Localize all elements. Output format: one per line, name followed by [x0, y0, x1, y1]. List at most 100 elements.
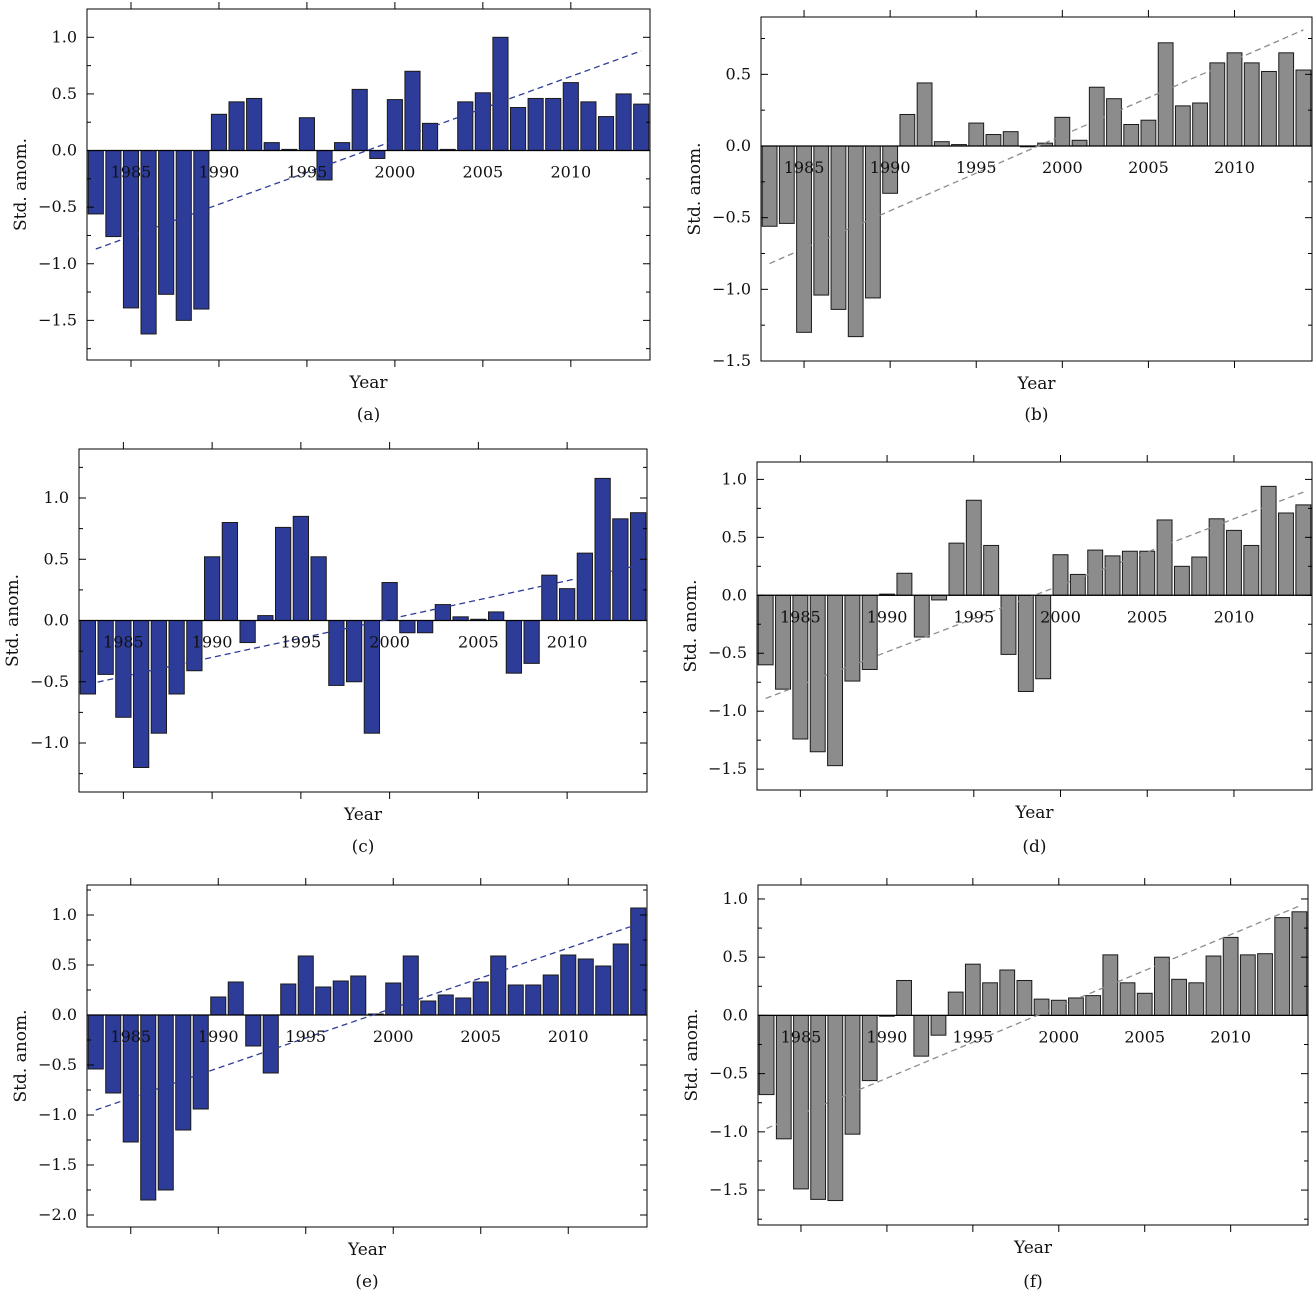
y-axis-label: Std. anom. — [682, 1008, 702, 1101]
bar — [509, 107, 527, 152]
bar — [1188, 982, 1205, 1016]
bar — [830, 145, 847, 310]
panel-label: (d) — [1022, 837, 1046, 857]
x-tick-label: 1995 — [285, 1027, 326, 1046]
bar — [1156, 519, 1173, 596]
bar — [262, 1014, 279, 1074]
x-tick-label: 1985 — [784, 158, 825, 177]
trend-line — [87, 564, 639, 685]
x-tick-label: 1985 — [780, 607, 821, 626]
bar — [1002, 131, 1019, 147]
x-tick-label: 1985 — [781, 1027, 822, 1046]
plot-frame — [756, 461, 1313, 791]
bar — [507, 984, 524, 1016]
bar — [1068, 997, 1084, 1016]
x-tick-label: 2005 — [463, 163, 504, 182]
bar — [350, 975, 367, 1016]
x-tick-label: 2010 — [1214, 607, 1255, 626]
bar — [1257, 953, 1273, 1016]
y-tick-label: −1.0 — [38, 1105, 77, 1124]
bar — [437, 994, 454, 1016]
bar — [844, 594, 861, 682]
x-tick-label: 1985 — [110, 1027, 151, 1046]
bar — [1291, 911, 1308, 1016]
panel-label: (a) — [357, 405, 380, 425]
bar — [1136, 992, 1153, 1016]
y-tick-label: −0.5 — [712, 208, 751, 227]
y-tick-label: −1.0 — [712, 279, 751, 298]
bar — [257, 615, 274, 621]
bar — [1209, 62, 1226, 147]
x-tick-label: 2000 — [1038, 1027, 1079, 1046]
bar — [983, 544, 1000, 596]
y-tick-label: −1.5 — [38, 310, 77, 329]
bar — [1119, 982, 1136, 1016]
bar — [292, 515, 310, 622]
y-axis-label: Std. anom. — [11, 138, 31, 231]
x-tick-label: 2010 — [1214, 158, 1255, 177]
x-tick-label: 2000 — [369, 633, 410, 652]
bar — [492, 36, 509, 152]
bar — [827, 1014, 844, 1202]
bar — [315, 986, 332, 1016]
bar — [1205, 955, 1222, 1016]
bar — [913, 1014, 930, 1057]
bar — [310, 556, 327, 621]
bar — [1274, 917, 1291, 1016]
bar — [203, 556, 221, 621]
bar — [157, 1014, 174, 1191]
bar — [150, 620, 168, 734]
bar — [931, 594, 948, 601]
bar — [1171, 978, 1187, 1016]
bar — [385, 982, 402, 1016]
bar — [1071, 139, 1088, 147]
chart-panel-e: −2.0 −1.5 −1.0 −0.5 0.0 0.5 1.0 1985 1990 1995 200… — [11, 878, 648, 1292]
bar — [402, 955, 419, 1016]
bar — [280, 983, 297, 1016]
bar — [1295, 504, 1312, 596]
plot-frame — [86, 8, 651, 361]
bar — [221, 522, 239, 621]
panel-label: (c) — [352, 837, 375, 857]
x-tick-label: 2005 — [460, 1027, 501, 1046]
panel-label: (e) — [355, 1272, 378, 1292]
bar — [1226, 52, 1243, 147]
y-tick-label: −0.5 — [30, 672, 69, 691]
bar — [369, 150, 386, 159]
y-tick-label: −1.0 — [708, 701, 747, 720]
y-tick-label: −1.5 — [712, 351, 751, 370]
x-tick-label: 2010 — [550, 163, 591, 182]
bar — [1192, 102, 1208, 147]
bar — [245, 1014, 262, 1047]
y-tick-label: −0.5 — [709, 1064, 748, 1083]
bar — [345, 620, 363, 683]
bar — [1243, 544, 1260, 596]
bar — [175, 150, 192, 321]
bar — [1208, 518, 1225, 596]
bar — [1278, 52, 1295, 147]
y-tick-label: 1.0 — [52, 905, 77, 924]
y-tick-label: −1.0 — [709, 1122, 748, 1141]
y-tick-label: 0.0 — [52, 1005, 77, 1024]
bar — [1050, 999, 1067, 1016]
bar — [399, 620, 416, 634]
bar — [576, 552, 594, 622]
plot-frame — [760, 16, 1313, 362]
bar — [487, 611, 505, 621]
bar — [239, 620, 256, 644]
bar — [930, 1014, 947, 1036]
y-tick-label: −1.0 — [38, 254, 77, 273]
x-tick-label: 2005 — [458, 633, 499, 652]
bar — [1174, 105, 1191, 147]
bar — [1295, 69, 1312, 147]
bar — [861, 1014, 878, 1082]
bar — [896, 572, 913, 596]
bar — [246, 97, 263, 152]
bar — [933, 141, 950, 147]
bar — [1106, 98, 1122, 147]
trend-line — [765, 491, 1304, 700]
bar — [505, 620, 523, 674]
bar — [916, 82, 933, 147]
y-tick-label: 0.0 — [723, 1005, 748, 1024]
